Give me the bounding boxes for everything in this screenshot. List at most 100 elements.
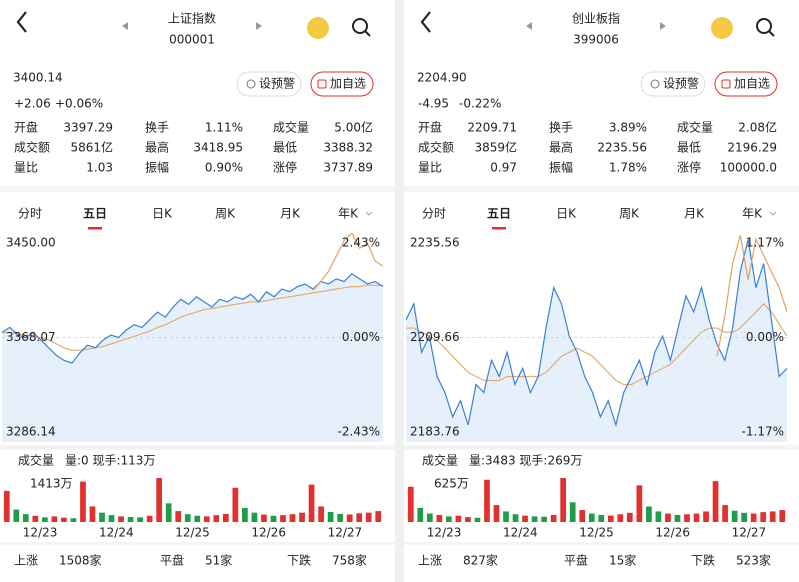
alert-button[interactable] [640,71,706,97]
tab[interactable]: 分时 [422,207,446,221]
tab-underline [492,227,506,230]
footer-value: 15家 [609,553,636,568]
footer-label: 平盘 [160,553,184,568]
watch-button[interactable] [310,71,374,97]
footer-value: 758家 [332,553,367,568]
stat-label: 换手 [145,121,169,135]
stat-value: 3.89% [609,121,647,135]
volume-bar [327,512,334,522]
avg-line [2,284,383,351]
back-button[interactable] [420,11,431,33]
date-label: 12/23 [23,526,58,540]
volume-bar [127,517,134,522]
date-label: 12/25 [175,526,210,540]
stat-label: 开盘 [14,120,38,135]
stat-label: 涨停 [677,160,701,175]
volume-bar [3,490,10,522]
volume-bar [203,516,210,522]
volume-bar [213,515,220,522]
date-label: 12/27 [732,526,767,540]
volume-bar [493,505,500,522]
volume-bar [156,478,163,522]
y-tick-label: 3368.07 [6,330,56,344]
index-title: 创业板指 [572,11,620,26]
volume-info: 量:3483 现手:269万 [469,454,582,468]
volume-bar [693,513,700,522]
volume-bar [579,510,586,522]
divider [0,186,395,192]
tab[interactable]: 年K [742,207,763,221]
search-handle [768,30,775,37]
stat-label: 涨停 [273,160,297,175]
volume-bar [741,512,747,522]
footer-label: 上涨 [14,553,38,568]
change: +2.06 [14,97,51,111]
divider [404,186,799,192]
alert-button[interactable] [236,71,302,97]
prev-arrow[interactable] [526,22,532,30]
watch-button[interactable] [714,71,778,97]
footer-label: 下跌 [287,553,311,568]
tab[interactable]: 分时 [18,207,42,221]
divider [0,542,395,545]
tab[interactable]: 周K [619,207,640,221]
tab[interactable]: 五日 [487,207,511,221]
stat-value: 1.11% [205,121,243,135]
price: 3400.14 [13,71,63,85]
mascot-icon[interactable] [307,17,329,39]
volume-bar [70,518,77,522]
volume-bar [626,512,633,522]
search-icon[interactable] [352,18,368,34]
alert-label: 设预警 [259,76,295,91]
tab[interactable]: 五日 [83,207,107,221]
tab[interactable]: 周K [215,207,236,221]
volume-bar [588,513,595,522]
divider [404,445,799,450]
volume-bar [750,513,757,522]
volume-bar [222,513,229,522]
mascot-icon[interactable] [711,17,733,39]
volume-bar [146,515,153,522]
prev-arrow[interactable] [122,22,128,30]
bell-icon [246,79,256,89]
tab[interactable]: 年K [338,207,359,221]
tab[interactable]: 月K [684,207,705,221]
stat-value: 3737.89 [323,161,373,175]
panel-gap [395,0,404,582]
index-code: 399006 [573,33,619,47]
back-button[interactable] [16,11,27,33]
stat-value: 5.00亿 [334,120,373,135]
volume-bar [636,485,643,522]
volume-bar [503,511,509,522]
volume-bar [598,514,605,522]
volume-bar [769,511,776,522]
volume-tick-label: 625万 [434,477,469,491]
date-label: 12/26 [655,526,690,540]
tab[interactable]: 月K [280,207,301,221]
price: 2204.90 [417,71,467,85]
next-arrow[interactable] [660,22,666,30]
volume-bar [137,517,143,522]
volume-bar [522,515,528,522]
volume-bar [684,514,690,522]
divider [0,445,395,450]
date-label: 12/25 [579,526,614,540]
price-area [2,273,383,442]
footer-value: 1508家 [59,553,102,568]
stat-label: 成交量 [273,120,309,135]
volume-bar [560,478,567,522]
volume-bar [512,514,519,522]
price-area [406,239,787,442]
volume-bar [541,516,547,522]
tab[interactable]: 日K [556,207,577,221]
search-icon[interactable] [756,18,772,34]
next-arrow[interactable] [256,22,262,30]
date-label: 12/24 [503,526,538,540]
watch-label: 加自选 [330,77,366,91]
stat-value: 3397.29 [63,121,113,135]
stat-value: 1.03 [86,161,113,175]
stat-label: 最高 [145,140,169,155]
tab[interactable]: 日K [152,207,173,221]
